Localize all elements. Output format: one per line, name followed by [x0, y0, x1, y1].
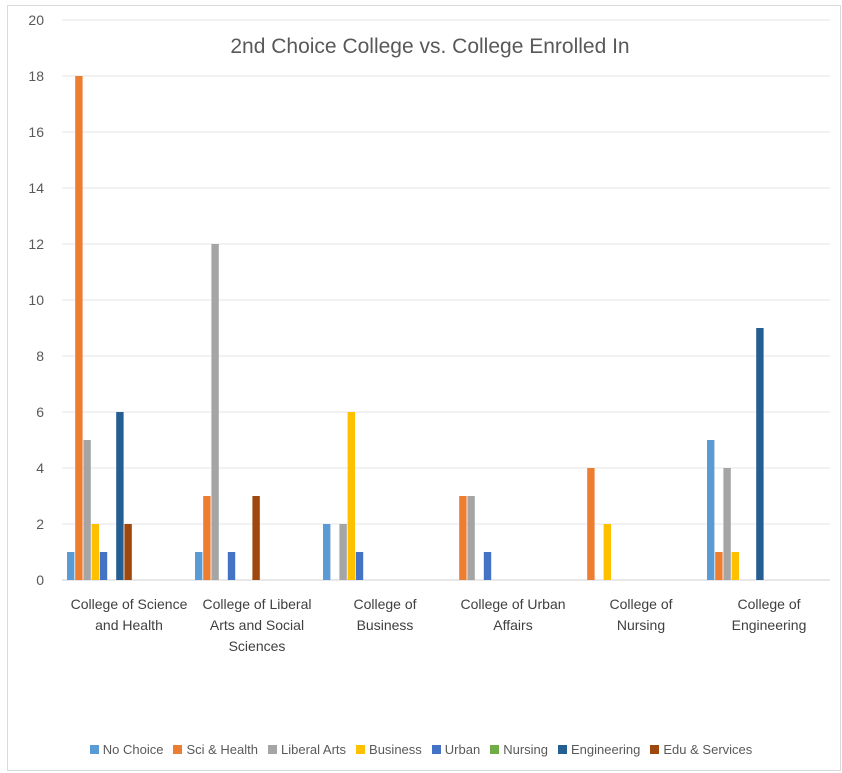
category-label: College of Science and Health [71, 596, 188, 633]
bar-no-choice-2 [323, 524, 331, 580]
category-label-line: Engineering [732, 617, 807, 633]
bar-liberal-arts-1 [211, 244, 219, 580]
category-label-line: Nursing [617, 617, 665, 633]
bar-no-choice-5 [707, 440, 715, 580]
legend-item: Business [356, 742, 422, 757]
legend-item: Edu & Services [650, 742, 752, 757]
bar-business-4 [603, 524, 611, 580]
category-label: College of Nursing [609, 596, 672, 633]
y-axis-ticks: 0 2 4 6 8 10 12 14 16 18 20 [28, 12, 44, 588]
category-label: College of Liberal Arts and Social Science… [203, 596, 312, 654]
category-label-line: College of [737, 596, 800, 612]
bar-sci-health-4 [587, 468, 595, 580]
bar-urban-3 [483, 552, 492, 580]
bar-sci-health-3 [459, 496, 467, 580]
bar-sci-health-1 [203, 496, 211, 580]
legend-swatch [490, 745, 500, 754]
bar-business-0 [91, 524, 99, 580]
legend-label: Sci & Health [186, 742, 258, 757]
category-label: College of Engineering [732, 596, 807, 633]
legend-swatch [431, 745, 441, 754]
bars [67, 76, 764, 580]
y-tick-label: 6 [36, 404, 44, 420]
legend-label: Urban [444, 742, 481, 757]
category-label-line: College of Science [71, 596, 188, 612]
bar-urban-2 [355, 552, 364, 580]
y-tick-label: 8 [36, 348, 44, 364]
bar-business-5 [731, 552, 739, 580]
y-tick-label: 16 [28, 124, 44, 140]
category-labels: College of Science and Health College of L… [71, 596, 807, 654]
legend-swatch [267, 745, 277, 754]
chart-title: 2nd Choice College vs. College Enrolled … [230, 35, 629, 58]
chart-frame [7, 5, 841, 771]
y-tick-label: 0 [36, 572, 44, 588]
legend-swatch [558, 745, 567, 754]
legend-swatch [89, 745, 99, 754]
gridlines [62, 19, 830, 581]
legend-label: No Choice [102, 742, 164, 757]
legend-item: Liberal Arts [267, 742, 347, 757]
category-label: College of Business [353, 596, 416, 633]
legend-item: No Choice [89, 742, 164, 757]
legend-label: Nursing [503, 742, 548, 757]
bar-engineering-5 [756, 328, 764, 580]
y-tick-label: 14 [28, 180, 44, 196]
category-label-line: and Health [95, 617, 163, 633]
bar-no-choice-1 [195, 552, 203, 580]
y-tick-label: 20 [28, 12, 44, 28]
bar-liberal-arts-5 [723, 468, 731, 580]
bar-no-choice-0 [67, 552, 75, 580]
category-label: College of Urban Affairs [460, 596, 565, 633]
y-tick-label: 18 [28, 68, 44, 84]
y-tick-label: 12 [28, 236, 44, 252]
legend-swatch [173, 745, 183, 754]
legend: No Choice Sci & Health Liberal Arts Busines… [0, 742, 842, 757]
category-label-line: College of [609, 596, 672, 612]
bar-urban-0 [99, 552, 108, 580]
bar-business-2 [347, 412, 355, 580]
bar-liberal-arts-3 [467, 496, 475, 580]
legend-label: Edu & Services [663, 742, 753, 757]
bar-urban-1 [227, 552, 236, 580]
bar-sci-health-5 [715, 552, 723, 580]
legend-label: Engineering [571, 742, 641, 757]
legend-label: Business [369, 742, 422, 757]
bar-engineering-0 [116, 412, 124, 580]
legend-item: Nursing [490, 742, 548, 757]
bar-edu-services-0 [124, 524, 132, 580]
y-tick-label: 2 [36, 516, 44, 532]
category-label-line: College of Urban [460, 596, 565, 612]
y-tick-label: 10 [28, 292, 44, 308]
category-label-line: Arts and Social [210, 617, 304, 633]
category-label-line: College of [353, 596, 416, 612]
bar-liberal-arts-2 [339, 524, 347, 580]
legend-swatch [650, 745, 660, 754]
category-label-line: Business [357, 617, 414, 633]
category-label-line: Sciences [229, 638, 286, 654]
legend-swatch [356, 745, 366, 754]
legend-item: Urban [431, 742, 481, 757]
category-label-line: Affairs [493, 617, 532, 633]
category-label-line: College of Liberal [203, 596, 312, 612]
y-tick-label: 4 [36, 460, 44, 476]
legend-item: Engineering [558, 742, 640, 757]
legend-label: Liberal Arts [280, 742, 347, 757]
legend-item: Sci & Health [173, 742, 258, 757]
bar-sci-health-0 [75, 76, 83, 580]
bar-edu-services-1 [252, 496, 260, 580]
bar-liberal-arts-0 [83, 440, 91, 580]
